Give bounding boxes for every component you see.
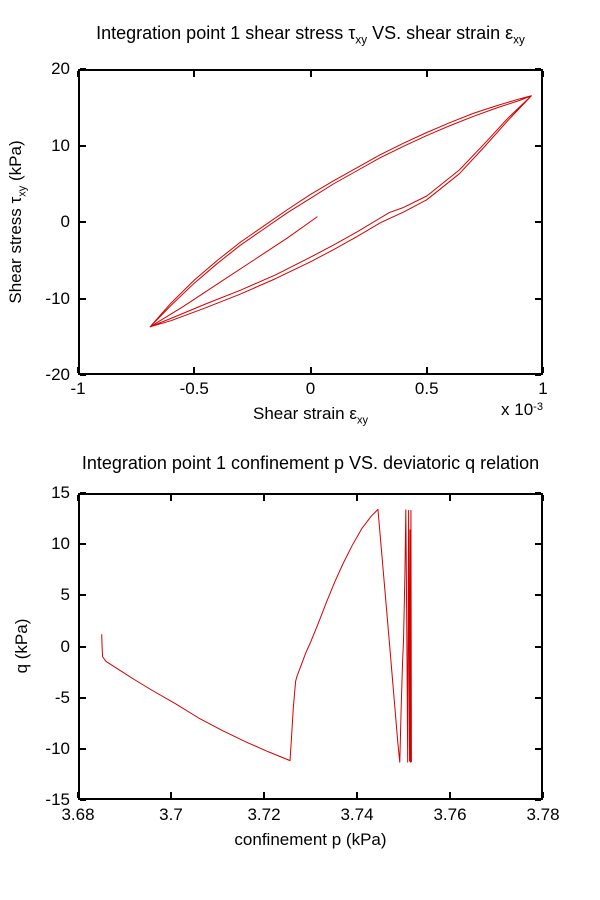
text-segment: Shear strain bbox=[252, 404, 350, 423]
pq-plot-title: Integration point 1 confinement p VS. de… bbox=[0, 452, 600, 474]
y-tick-label: -10 bbox=[45, 288, 70, 308]
subscript-text: xy bbox=[356, 414, 369, 427]
x-tick-label: 1 bbox=[538, 379, 548, 398]
x-tick-label: 3.76 bbox=[433, 805, 467, 824]
curve-hysteresis-loop bbox=[149, 95, 532, 328]
y-tick-label: -5 bbox=[54, 687, 70, 707]
text-segment: Integration point 1 confinement p VS. de… bbox=[81, 453, 540, 473]
y-tick-label: 20 bbox=[51, 59, 70, 78]
shear-plot-xlabel: Shear strain εxy bbox=[0, 403, 600, 431]
subscript-text: xy bbox=[355, 33, 368, 47]
y-tick-label: 0 bbox=[60, 212, 70, 231]
multiplier-exponent: -3 bbox=[533, 401, 543, 413]
curve-initial-loading bbox=[149, 216, 318, 328]
axes-box bbox=[78, 69, 543, 375]
y-tick-label: 10 bbox=[51, 135, 70, 155]
x-tick-label: -0.5 bbox=[179, 379, 209, 398]
text-segment: VS. shear strain bbox=[367, 23, 506, 43]
y-tick-label: -20 bbox=[45, 365, 70, 384]
x-tick-label: 0.5 bbox=[414, 379, 439, 398]
confinement-deviatoric-plot bbox=[77, 492, 544, 801]
y-tick-label: 10 bbox=[51, 534, 70, 554]
text-segment: τ bbox=[6, 196, 25, 204]
subscript-text: xy bbox=[513, 33, 525, 47]
text-segment: τ bbox=[348, 23, 356, 43]
y-tick-label: 5 bbox=[60, 585, 70, 605]
multiplier-mantissa: x 10 bbox=[501, 399, 534, 419]
x-tick-label: -1 bbox=[70, 379, 86, 398]
x-tick-label: 3.68 bbox=[61, 805, 95, 824]
x-tick-label: 0 bbox=[305, 379, 316, 398]
text-segment: ε bbox=[505, 23, 514, 43]
x-tick-label: 3.74 bbox=[340, 805, 374, 824]
x-tick-label: 3.7 bbox=[159, 805, 183, 824]
axes-box bbox=[78, 493, 543, 800]
text-segment: ε bbox=[349, 404, 357, 423]
x-tick-label: 3.78 bbox=[526, 805, 560, 824]
x-tick-label: 3.72 bbox=[247, 805, 281, 824]
y-tick-label: -10 bbox=[45, 738, 70, 758]
subscript-text: xy bbox=[16, 185, 29, 197]
x-axis-exponent-multiplier: x 10-3 bbox=[443, 397, 543, 420]
y-tick-label: 0 bbox=[60, 636, 70, 656]
curve-p-q-path bbox=[101, 508, 412, 763]
y-tick-label: 15 bbox=[51, 483, 70, 502]
shear-stress-strain-plot bbox=[77, 68, 544, 376]
y-tick-label: -15 bbox=[45, 790, 70, 809]
text-segment: Integration point 1 shear stress bbox=[96, 23, 349, 43]
text-segment: confinement p (kPa) bbox=[234, 830, 387, 849]
shear-plot-title: Integration point 1 shear stress τxy VS.… bbox=[0, 22, 600, 52]
pq-plot-xlabel: confinement p (kPa) bbox=[0, 829, 600, 850]
